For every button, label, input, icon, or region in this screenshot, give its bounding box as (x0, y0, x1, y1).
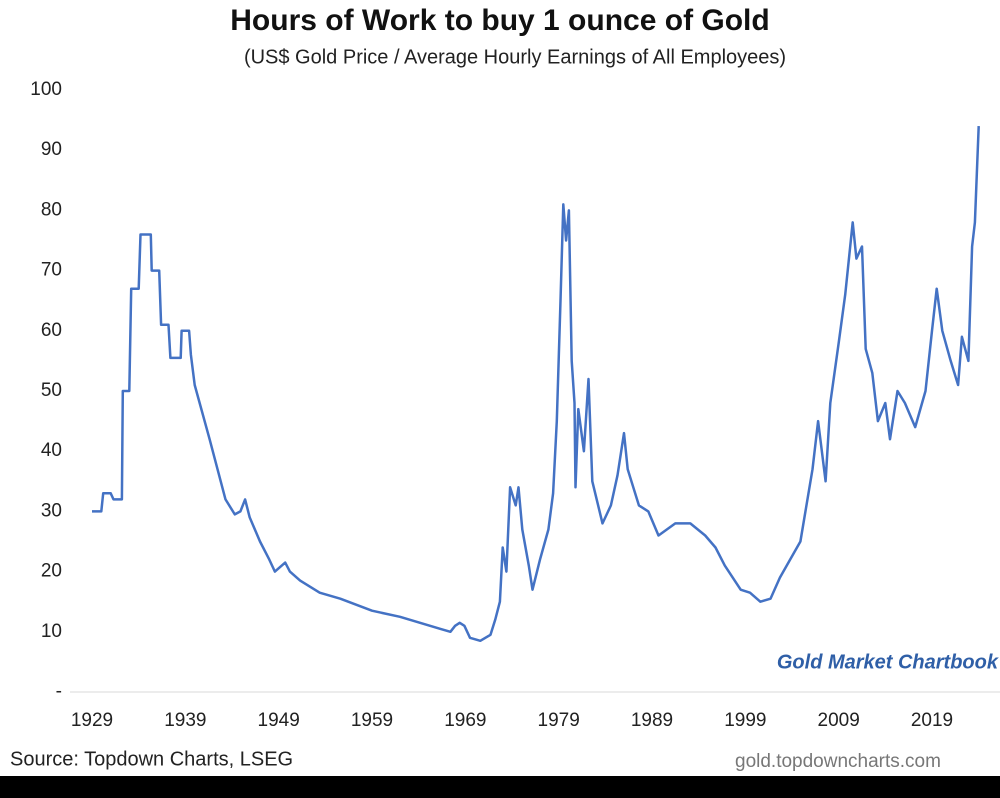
x-tick-label: 1939 (164, 710, 206, 731)
data-line (92, 126, 980, 643)
source: Source: Topdown Charts, LSEG (10, 748, 293, 770)
x-tick-label: 2019 (911, 710, 953, 731)
x-tick-label: 1989 (631, 710, 673, 731)
chart-subtitle: (US$ Gold Price / Average Hourly Earning… (244, 46, 786, 68)
y-tick-label: 70 (41, 260, 62, 281)
y-tick-label: 30 (41, 500, 62, 521)
x-tick-label: 1929 (71, 710, 113, 731)
website: gold.topdowncharts.com (735, 751, 941, 772)
y-tick-label: 60 (41, 320, 62, 341)
x-tick-label: 1979 (538, 710, 580, 731)
y-tick-label: - (56, 681, 62, 702)
x-tick-label: 1959 (351, 710, 393, 731)
y-tick-label: 40 (41, 440, 62, 461)
x-tick-label: 1999 (724, 710, 766, 731)
y-tick-label: 20 (41, 561, 62, 582)
x-tick-label: 1949 (258, 710, 300, 731)
y-tick-label: 80 (41, 199, 62, 220)
x-tick-label: 1969 (444, 710, 486, 731)
x-tick-label: 2009 (818, 710, 860, 731)
chart-title: Hours of Work to buy 1 ounce of Gold (230, 4, 769, 37)
y-tick-label: 90 (41, 139, 62, 160)
y-tick-label: 100 (30, 79, 62, 100)
y-tick-label: 10 (41, 621, 62, 642)
bottom-bar (0, 776, 1000, 798)
y-tick-label: 50 (41, 380, 62, 401)
annotation: Gold Market Chartbook (777, 651, 999, 673)
